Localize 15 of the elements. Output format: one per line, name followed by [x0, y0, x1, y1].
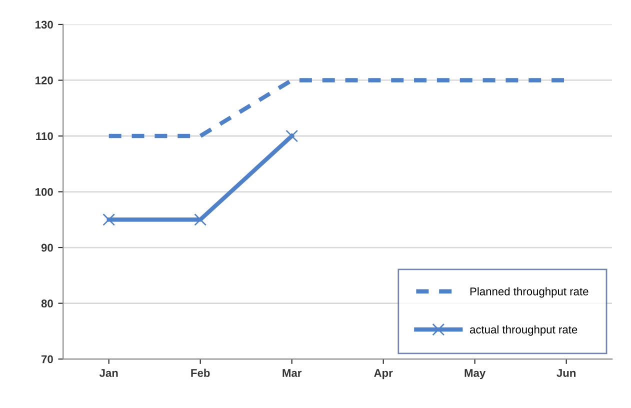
y-tick-label: 70 [42, 355, 53, 364]
y-tick-label: 100 [36, 188, 53, 196]
x-tick-label: Mar [282, 369, 302, 377]
x-tick-label: Jan [99, 369, 118, 377]
x-tick-label: May [464, 369, 486, 380]
x-tick-label: Jun [556, 369, 576, 377]
x-tick-label: Feb [191, 368, 210, 377]
y-tick-label: 90 [41, 244, 53, 252]
y-tick-label: 120 [36, 76, 53, 84]
y-tick-label: 110 [36, 132, 53, 140]
y-tick-label: 130 [36, 20, 53, 29]
legend-label: Planned throughput rate [470, 287, 588, 298]
x-tick-label: Apr [374, 369, 393, 380]
legend-label: actual throughput rate [470, 325, 578, 336]
y-tick-label: 80 [41, 300, 53, 308]
